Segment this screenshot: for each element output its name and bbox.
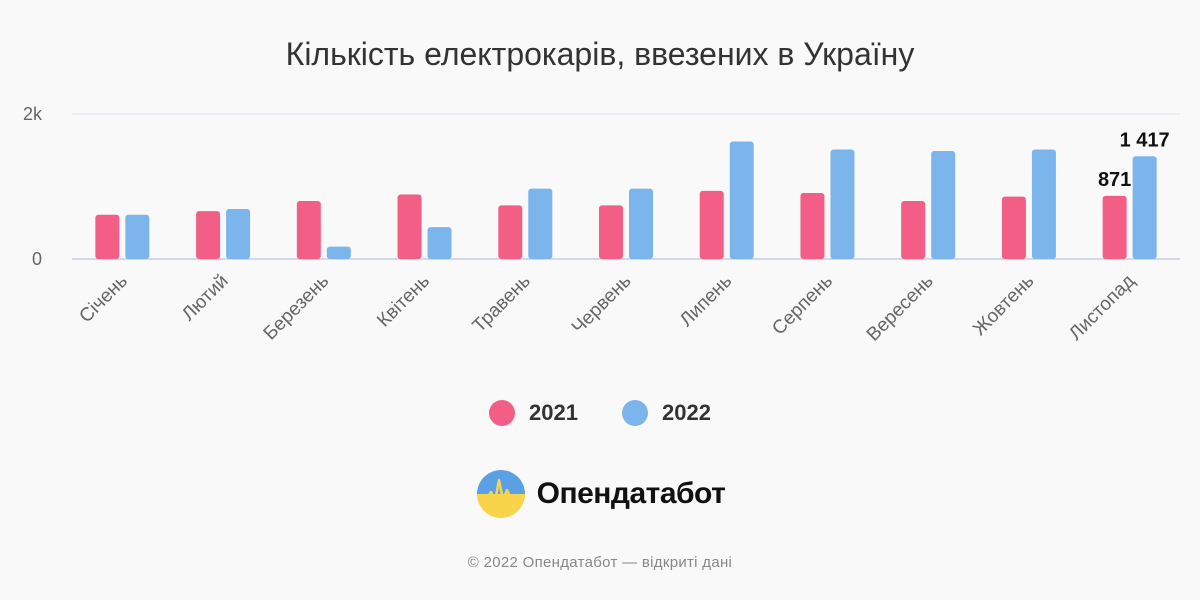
bar-2021-1	[196, 211, 221, 259]
bar-2022-3	[427, 227, 452, 259]
data-label: 1 417	[1120, 129, 1170, 151]
legend-label-2021: 2021	[529, 400, 578, 425]
x-category-label: Червень	[568, 271, 636, 339]
x-category-label: Липень	[676, 271, 736, 331]
brand-name: Опендатабот	[536, 477, 726, 510]
bar-2022-7	[830, 149, 855, 259]
opendatabot-logo-icon	[476, 470, 525, 518]
legend-label-2022: 2022	[662, 400, 711, 425]
legend-item-2021[interactable]: 2021	[489, 400, 578, 426]
data-label: 871	[1098, 169, 1131, 191]
bar-2022-9	[1031, 149, 1056, 259]
bar-2021-7	[800, 193, 825, 259]
legend-item-2022[interactable]: 2022	[622, 400, 711, 426]
x-category-label: Серпень	[768, 271, 837, 340]
brand: Опендатабот	[0, 468, 1200, 520]
x-category-label: Вересень	[863, 271, 938, 346]
footer-copyright: © 2022 Опендатабот — відкриті дані	[467, 554, 733, 571]
bar-2021-0	[95, 214, 120, 259]
bar-2021-3	[397, 194, 422, 259]
x-category-label: Листопад	[1065, 271, 1139, 345]
bar-2022-2	[326, 246, 351, 259]
bar-2021-9	[1001, 196, 1026, 259]
bar-2021-8	[901, 201, 926, 259]
bar-2021-6	[699, 190, 724, 259]
chart-title: Кількість електрокарів, ввезених в Украї…	[285, 36, 915, 72]
bar-2022-10	[1132, 156, 1157, 259]
bar-2022-0	[125, 214, 150, 259]
bar-2021-5	[599, 205, 623, 259]
legend-marker-2022	[622, 400, 648, 426]
x-category-label: Квітень	[373, 271, 434, 332]
bar-2022-5	[629, 188, 653, 259]
bar-2022-8	[931, 150, 956, 259]
legend: 2021 2022	[0, 400, 1200, 426]
x-category-label: Березень	[260, 271, 334, 345]
bar-2021-10	[1102, 195, 1127, 259]
x-category-label: Жовтень	[969, 271, 1038, 340]
bar-2022-6	[729, 141, 754, 259]
x-category-label: Лютий	[178, 271, 233, 326]
legend-marker-2021	[489, 400, 516, 426]
y-tick-label: 0	[32, 249, 42, 269]
bar-2021-2	[296, 201, 321, 259]
bar-2021-4	[498, 205, 523, 259]
bar-2022-4	[528, 188, 553, 259]
x-category-label: Травень	[469, 271, 535, 337]
bar-2022-1	[226, 208, 251, 259]
bar-chart: 0 2k Січень Лютий Березень Квітень Травень Черв…	[23, 104, 1180, 346]
y-tick-label: 2k	[23, 104, 43, 124]
x-category-label: Січень	[75, 271, 131, 327]
